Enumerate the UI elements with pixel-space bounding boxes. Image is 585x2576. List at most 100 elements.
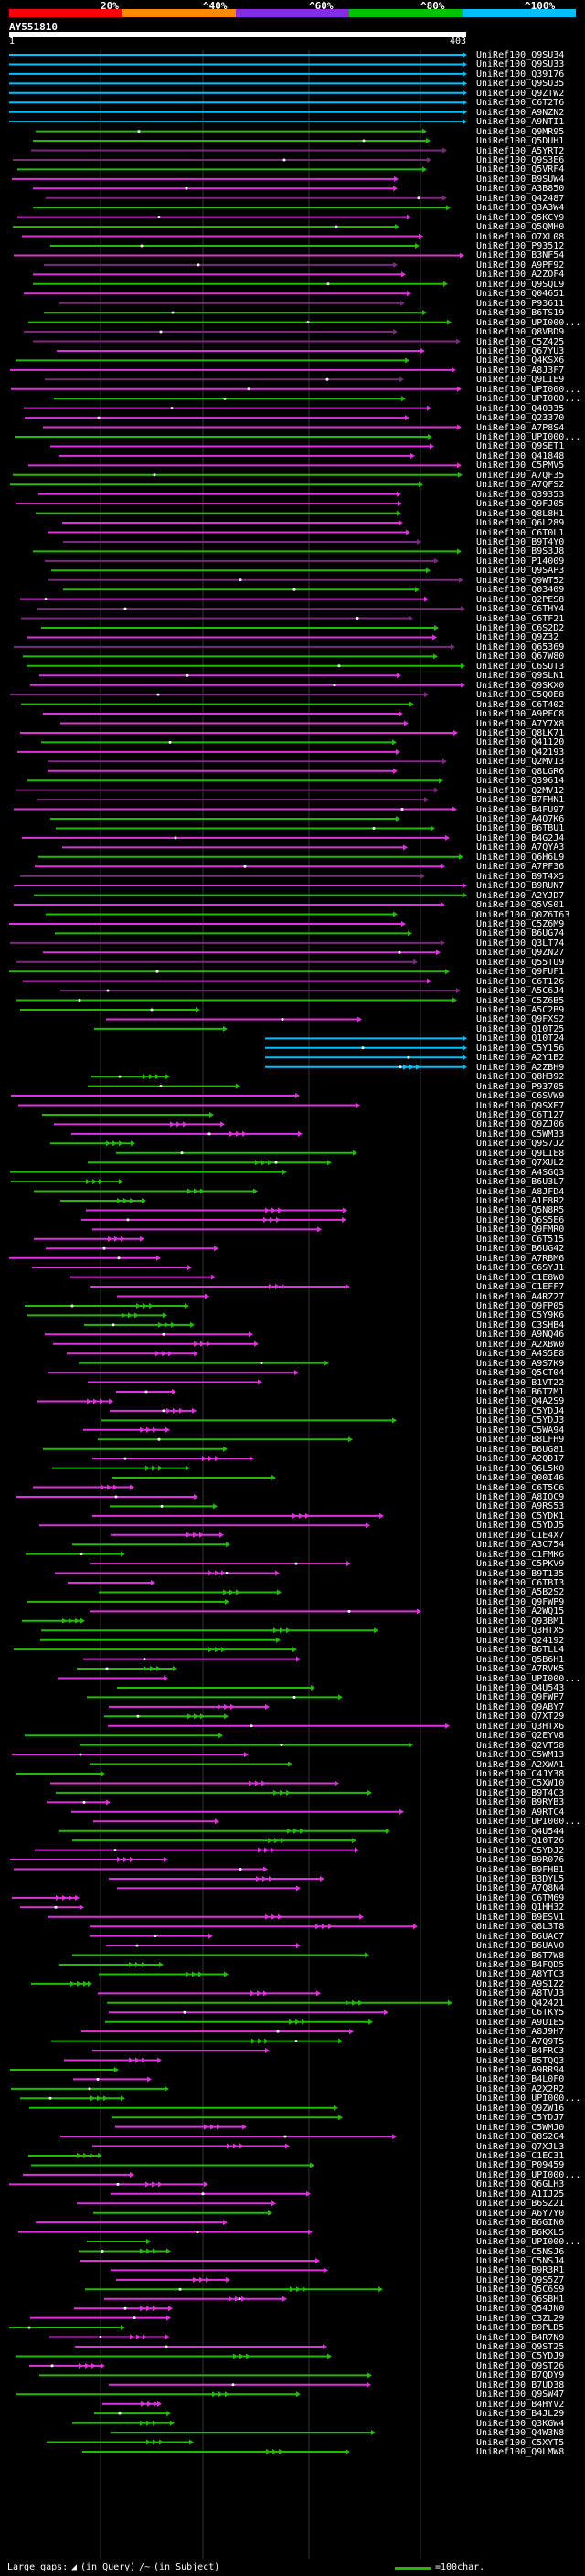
hit-id-link[interactable]: UniRef100_Q7XUL2 — [476, 1158, 565, 1169]
hit-id-link[interactable]: UniRef100_Q10T24 — [476, 1034, 565, 1044]
hit-id-link[interactable]: UniRef100_A7Q8N4 — [476, 1883, 565, 1894]
hit-id-link[interactable]: UniRef100_Q3KGW4 — [476, 2418, 565, 2429]
hit-id-link[interactable]: UniRef100_Q39353 — [476, 489, 565, 500]
hit-id-link[interactable]: UniRef100_A8J3F7 — [476, 365, 565, 376]
hit-id-link[interactable]: UniRef100_UPI000... — [476, 2094, 581, 2104]
hit-id-link[interactable]: UniRef100_B7FHN1 — [476, 795, 565, 806]
hit-id-link[interactable]: UniRef100_B7UD38 — [476, 2380, 565, 2390]
hit-id-link[interactable]: UniRef100_O7XL08 — [476, 231, 565, 242]
hit-id-link[interactable]: UniRef100_C6THY4 — [476, 604, 565, 615]
hit-id-link[interactable]: UniRef100_A7QF35 — [476, 470, 565, 481]
hit-id-link[interactable]: UniRef100_Q24192 — [476, 1635, 565, 1646]
hit-id-link[interactable]: UniRef100_Q6L289 — [476, 518, 565, 529]
hit-id-link[interactable]: UniRef100_A8TVJ3 — [476, 1988, 565, 1999]
hit-id-link[interactable]: UniRef100_Q1HH32 — [476, 1903, 565, 1913]
hit-id-link[interactable]: UniRef100_A4RZ27 — [476, 1291, 565, 1302]
hit-id-link[interactable]: UniRef100_Q4U543 — [476, 1682, 565, 1693]
hit-id-link[interactable]: UniRef100_Q5DUH1 — [476, 136, 565, 147]
hit-id-link[interactable]: UniRef100_B1VT22 — [476, 1377, 565, 1388]
hit-id-link[interactable]: UniRef100_P93512 — [476, 241, 565, 251]
hit-id-link[interactable]: UniRef100_C6T126 — [476, 976, 565, 987]
hit-id-link[interactable]: UniRef100_A7RBM6 — [476, 1253, 565, 1264]
hit-id-link[interactable]: UniRef100_A9S1Z2 — [476, 1978, 565, 1989]
hit-id-link[interactable]: UniRef100_A7QFS2 — [476, 480, 565, 491]
hit-id-link[interactable]: UniRef100_Q5VS01 — [476, 900, 565, 911]
hit-id-link[interactable]: UniRef100_Q6L5K0 — [476, 1463, 565, 1474]
hit-id-link[interactable]: UniRef100_C6T5C6 — [476, 1482, 565, 1493]
hit-id-link[interactable]: UniRef100_Q2EYV8 — [476, 1731, 565, 1742]
hit-id-link[interactable]: UniRef100_B9ESV1 — [476, 1912, 565, 1923]
hit-id-link[interactable]: UniRef100_Q4W3N8 — [476, 2428, 565, 2439]
hit-id-link[interactable]: UniRef100_A3B850 — [476, 184, 565, 195]
hit-id-link[interactable]: UniRef100_A9NTI1 — [476, 117, 565, 128]
hit-id-link[interactable]: UniRef100_A2X2R2 — [476, 2083, 565, 2094]
hit-id-link[interactable]: UniRef100_Q03409 — [476, 585, 565, 596]
hit-id-link[interactable]: UniRef100_Q04651 — [476, 289, 565, 300]
hit-id-link[interactable]: UniRef100_B3DYL5 — [476, 1873, 565, 1884]
hit-id-link[interactable]: UniRef100_UPI000... — [476, 2169, 581, 2180]
hit-id-link[interactable]: UniRef100_A1E8R2 — [476, 1196, 565, 1206]
hit-id-link[interactable]: UniRef100_Q9FWP7 — [476, 1692, 565, 1703]
hit-id-link[interactable]: UniRef100_UPI000... — [476, 1673, 581, 1684]
hit-id-link[interactable]: UniRef100_C6SYJ1 — [476, 1263, 565, 1274]
hit-id-link[interactable]: UniRef100_C5PMV5 — [476, 461, 565, 472]
hit-id-link[interactable]: UniRef100_C6T0L1 — [476, 527, 565, 538]
hit-id-link[interactable]: UniRef100_Q9SAP3 — [476, 566, 565, 577]
hit-id-link[interactable]: UniRef100_C6SUT3 — [476, 661, 565, 672]
hit-id-link[interactable]: UniRef100_C6TF21 — [476, 613, 565, 624]
hit-id-link[interactable]: UniRef100_Q9SW47 — [476, 2390, 565, 2401]
hit-id-link[interactable]: UniRef100_Q7XT29 — [476, 1712, 565, 1723]
hit-id-link[interactable]: UniRef100_UPI000... — [476, 394, 581, 405]
hit-id-link[interactable]: UniRef100_C5YDJ4 — [476, 1405, 565, 1416]
hit-id-link[interactable]: UniRef100_B4L0F0 — [476, 2074, 565, 2085]
hit-id-link[interactable]: UniRef100_B6SZ21 — [476, 2199, 565, 2210]
hit-id-link[interactable]: UniRef100_Q9ST25 — [476, 2342, 565, 2352]
hit-id-link[interactable]: UniRef100_A8YTC3 — [476, 1969, 565, 1980]
hit-id-link[interactable]: UniRef100_B6UAV0 — [476, 1941, 565, 1952]
hit-id-link[interactable]: UniRef100_Q9ZN27 — [476, 948, 565, 959]
hit-id-link[interactable]: UniRef100_C5YDJ7 — [476, 2113, 565, 2124]
hit-id-link[interactable]: UniRef100_B4R7N9 — [476, 2332, 565, 2343]
hit-id-link[interactable]: UniRef100_B6UG42 — [476, 1244, 565, 1255]
hit-id-link[interactable]: UniRef100_A9PFC8 — [476, 709, 565, 720]
hit-id-link[interactable]: UniRef100_B4FU97 — [476, 804, 565, 815]
hit-id-link[interactable]: UniRef100_C5YDJ2 — [476, 1845, 565, 1856]
hit-id-link[interactable]: UniRef100_Q9SU34 — [476, 50, 565, 60]
hit-id-link[interactable]: UniRef100_Q9FMR0 — [476, 1224, 565, 1235]
hit-id-link[interactable]: UniRef100_C6T2T6 — [476, 98, 565, 109]
hit-id-link[interactable]: UniRef100_UPI000... — [476, 432, 581, 442]
hit-id-link[interactable]: UniRef100_A7Y7X8 — [476, 718, 565, 729]
hit-id-link[interactable]: UniRef100_C6TBI3 — [476, 1578, 565, 1588]
hit-id-link[interactable]: UniRef100_B6T7M1 — [476, 1387, 565, 1397]
hit-id-link[interactable]: UniRef100_A9U1E5 — [476, 2017, 565, 2028]
hit-id-link[interactable]: UniRef100_Q4U544 — [476, 1826, 565, 1837]
hit-id-link[interactable]: UniRef100_A5C2B9 — [476, 1005, 565, 1015]
hit-id-link[interactable]: UniRef100_Q9FUF1 — [476, 967, 565, 978]
hit-id-link[interactable]: UniRef100_Q23370 — [476, 413, 565, 424]
hit-id-link[interactable]: UniRef100_Q9ZW16 — [476, 2103, 565, 2114]
hit-id-link[interactable]: UniRef100_Q9Z32 — [476, 632, 559, 643]
hit-id-link[interactable]: UniRef100_C6S2D2 — [476, 623, 565, 633]
hit-id-link[interactable]: UniRef100_Q9FWP9 — [476, 1596, 565, 1607]
hit-id-link[interactable]: UniRef100_Q67W80 — [476, 652, 565, 663]
hit-id-link[interactable]: UniRef100_A5C6J4 — [476, 986, 565, 997]
hit-id-link[interactable]: UniRef100_Q8LGR6 — [476, 766, 565, 777]
hit-id-link[interactable]: UniRef100_B9RYB3 — [476, 1797, 565, 1808]
hit-id-link[interactable]: UniRef100_Q6SBH1 — [476, 2294, 565, 2305]
hit-id-link[interactable]: UniRef100_Q5KCY9 — [476, 212, 565, 223]
hit-id-link[interactable]: UniRef100_B7QDY9 — [476, 2370, 565, 2381]
hit-id-link[interactable]: UniRef100_Q9SET1 — [476, 441, 565, 452]
hit-id-link[interactable]: UniRef100_A2WQ15 — [476, 1606, 565, 1617]
hit-id-link[interactable]: UniRef100_Q65369 — [476, 641, 565, 652]
hit-id-link[interactable]: UniRef100_A4S5E8 — [476, 1349, 565, 1360]
hit-id-link[interactable]: UniRef100_Q9SLN1 — [476, 671, 565, 682]
hit-id-link[interactable]: UniRef100_C5XYT5 — [476, 2437, 565, 2448]
hit-id-link[interactable]: UniRef100_Q5C6S9 — [476, 2284, 565, 2295]
hit-id-link[interactable]: UniRef100_A7P8S4 — [476, 422, 565, 433]
hit-id-link[interactable]: UniRef100_A7QYA3 — [476, 843, 565, 853]
hit-id-link[interactable]: UniRef100_A9PF92 — [476, 260, 565, 270]
hit-id-link[interactable]: UniRef100_Q2MV12 — [476, 785, 565, 796]
hit-id-link[interactable]: UniRef100_Q39176 — [476, 69, 565, 80]
hit-id-link[interactable]: UniRef100_C5XW10 — [476, 1778, 565, 1789]
hit-id-link[interactable]: UniRef100_C5WM13 — [476, 1750, 565, 1761]
